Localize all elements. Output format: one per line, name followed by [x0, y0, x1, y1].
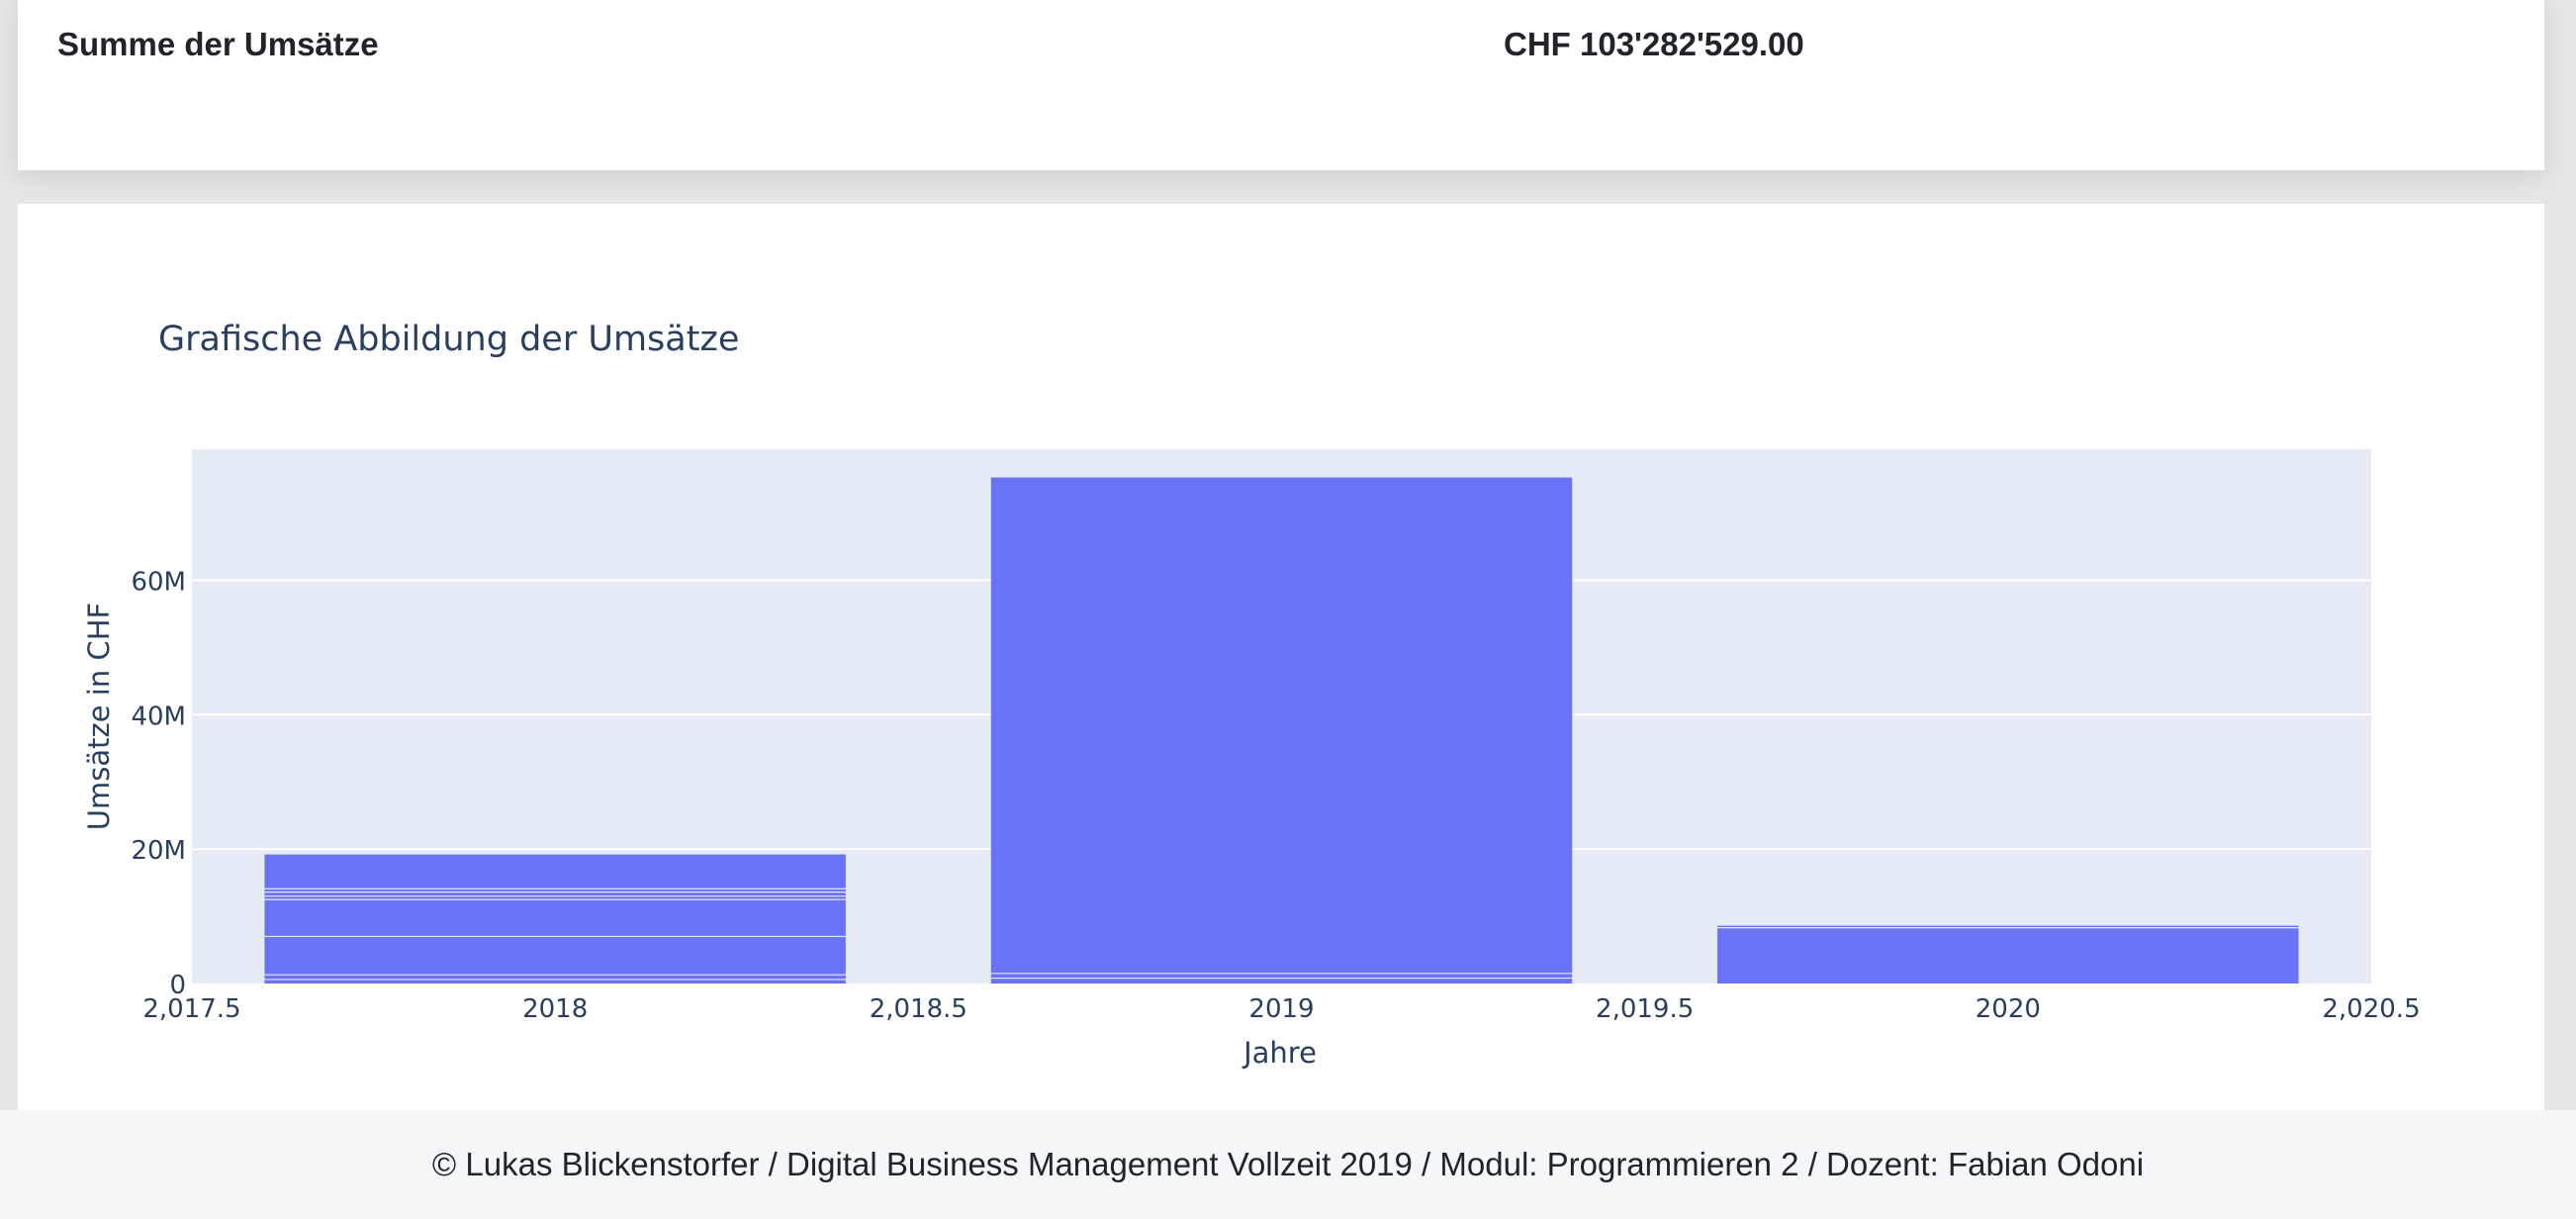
summary-value: CHF 103'282'529.00	[1504, 26, 1804, 62]
footer: © Lukas Blickenstorfer / Digital Busines…	[0, 1110, 2576, 1219]
chart-card: Grafische Abbildung der Umsätze 0 20M 40M 6…	[18, 204, 2544, 1112]
summary-card: Summe der Umsätze CHF 103'282'529.00	[18, 0, 2544, 170]
x-tick-label: 2,019.5	[1596, 994, 1694, 1024]
x-tick-label: 2019	[1248, 994, 1314, 1024]
footer-text: © Lukas Blickenstorfer / Digital Busines…	[431, 1146, 2145, 1182]
y-axis-label: Umsätze in CHF	[82, 603, 116, 830]
y-tick-label: 60M	[131, 567, 186, 597]
plot-area: 0 20M 40M 60M 2,017.5 2018 2,018.5 2019 2,019.5 2…	[131, 449, 2421, 1024]
x-tick-label: 2020	[1976, 994, 2041, 1024]
x-tick-label: 2,018.5	[870, 994, 967, 1024]
bar-2018	[264, 854, 846, 984]
x-tick-label: 2018	[522, 994, 588, 1024]
x-tick-label: 2,020.5	[2322, 994, 2420, 1024]
chart-title: Grafische Abbildung der Umsätze	[158, 320, 739, 359]
y-tick-label: 0	[169, 971, 186, 1000]
revenue-chart: Grafische Abbildung der Umsätze 0 20M 40M 6…	[82, 320, 2421, 1070]
bar-2019	[990, 477, 1573, 984]
x-axis-label: Jahre	[1242, 1036, 1317, 1070]
summary-label: Summe der Umsätze	[57, 26, 379, 62]
x-tick-label: 2,017.5	[142, 994, 240, 1024]
y-tick-label: 40M	[131, 702, 186, 731]
y-tick-label: 20M	[131, 836, 186, 866]
bar-2020	[1717, 925, 2299, 984]
